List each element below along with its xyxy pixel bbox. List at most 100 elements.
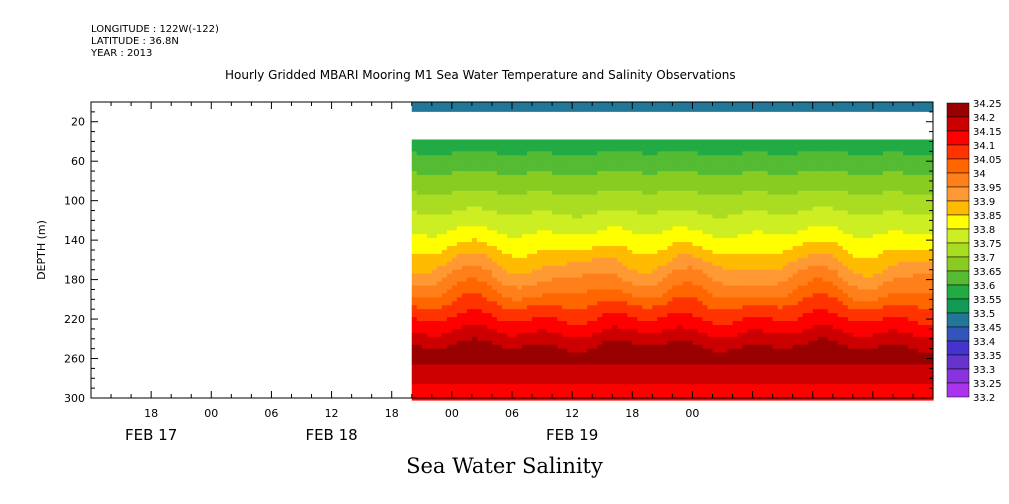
- salinity-cell: [582, 273, 588, 279]
- salinity-cell: [757, 194, 764, 200]
- salinity-cell: [767, 261, 774, 267]
- salinity-cell: [707, 309, 714, 314]
- salinity-cell: [421, 222, 428, 227]
- salinity-cell: [416, 324, 423, 330]
- salinity-cell: [481, 194, 488, 200]
- salinity-cell: [597, 253, 603, 259]
- salinity-cell: [496, 139, 503, 145]
- salinity-cell: [772, 159, 779, 164]
- salinity-cell: [812, 277, 819, 283]
- salinity-cell: [862, 293, 869, 298]
- salinity-cell: [707, 147, 714, 152]
- salinity-cell: [757, 178, 764, 184]
- salinity-cell: [532, 285, 538, 291]
- salinity-cell: [617, 194, 623, 200]
- salinity-cell: [632, 230, 638, 235]
- salinity-cell: [557, 171, 563, 176]
- salinity-cell: [832, 285, 839, 291]
- salinity-cell: [552, 261, 558, 267]
- salinity-cell: [872, 285, 879, 291]
- salinity-cell: [867, 218, 874, 223]
- salinity-cell: [527, 147, 533, 152]
- salinity-cell: [512, 246, 518, 251]
- salinity-cell: [717, 261, 724, 267]
- salinity-cell: [817, 253, 824, 259]
- salinity-cell: [632, 167, 638, 172]
- salinity-cell: [822, 265, 829, 271]
- salinity-cell: [872, 163, 879, 168]
- salinity-cell: [922, 324, 929, 330]
- salinity-cell: [617, 285, 623, 291]
- salinity-cell: [537, 242, 543, 247]
- salinity-cell: [902, 178, 909, 184]
- salinity-cell: [697, 159, 704, 164]
- salinity-cell: [832, 281, 839, 287]
- salinity-cell: [712, 147, 719, 152]
- salinity-cell: [476, 175, 483, 180]
- salinity-cell: [887, 305, 894, 310]
- salinity-cell: [461, 305, 468, 310]
- salinity-cell: [512, 305, 518, 310]
- salinity-cell: [652, 167, 658, 172]
- salinity-cell: [917, 246, 924, 251]
- salinity-cell: [877, 277, 884, 283]
- salinity-cell: [852, 175, 859, 180]
- salinity-cell: [657, 269, 663, 275]
- salinity-cell: [877, 171, 884, 176]
- salinity-cell: [506, 175, 513, 180]
- salinity-cell: [847, 226, 854, 231]
- salinity-cell: [607, 246, 613, 251]
- salinity-cell: [877, 281, 884, 287]
- salinity-cell: [662, 265, 668, 271]
- salinity-cell: [697, 222, 704, 227]
- salinity-cell: [747, 269, 754, 275]
- salinity-cell: [757, 151, 764, 156]
- salinity-cell: [877, 214, 884, 220]
- salinity-cell: [802, 147, 809, 152]
- salinity-cell: [862, 139, 869, 145]
- salinity-cell: [892, 198, 899, 204]
- salinity-cell: [466, 285, 473, 291]
- salinity-cell: [426, 293, 433, 298]
- salinity-cell: [471, 293, 478, 298]
- salinity-cell: [451, 143, 458, 148]
- salinity-cell: [657, 293, 663, 298]
- salinity-cell: [747, 186, 754, 192]
- salinity-cell: [822, 147, 829, 152]
- salinity-cell: [722, 317, 729, 322]
- salinity-cell: [612, 234, 618, 239]
- salinity-cell: [436, 313, 443, 318]
- salinity-cell: [787, 214, 794, 220]
- salinity-cell: [917, 147, 924, 152]
- salinity-cell: [867, 250, 874, 255]
- salinity-cell: [757, 167, 764, 172]
- salinity-cell: [732, 297, 739, 302]
- salinity-cell: [912, 155, 919, 160]
- salinity-cell: [677, 226, 684, 231]
- salinity-cell: [807, 250, 814, 255]
- salinity-cell: [602, 139, 608, 145]
- salinity-cell: [682, 305, 689, 310]
- salinity-cell: [832, 289, 839, 295]
- salinity-cell: [857, 151, 864, 156]
- salinity-cell: [887, 246, 894, 251]
- salinity-cell: [446, 202, 453, 208]
- salinity-cell: [446, 309, 453, 314]
- salinity-cell: [837, 265, 844, 271]
- salinity-cell: [692, 301, 699, 306]
- salinity-cell: [832, 178, 839, 184]
- salinity-cell: [512, 289, 518, 295]
- salinity-cell: [922, 171, 929, 176]
- salinity-cell: [867, 305, 874, 310]
- salinity-cell: [517, 285, 523, 291]
- salinity-cell: [742, 167, 749, 172]
- salinity-cell: [897, 261, 904, 267]
- salinity-cell: [657, 281, 663, 287]
- salinity-cell: [817, 147, 824, 152]
- salinity-cell: [451, 250, 458, 255]
- salinity-cell: [717, 313, 724, 318]
- salinity-cell: [832, 163, 839, 168]
- salinity-cell: [486, 214, 493, 220]
- salinity-cell: [602, 285, 608, 291]
- salinity-cell: [882, 182, 889, 188]
